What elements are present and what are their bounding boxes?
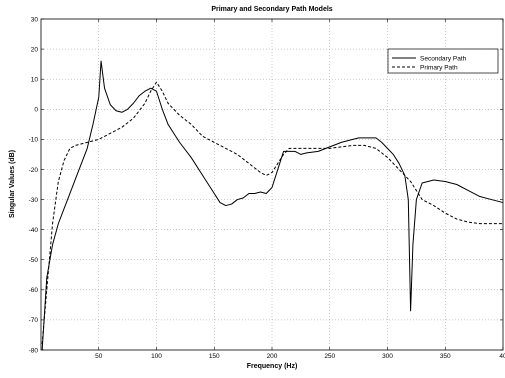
y-tick-label: -80 [29,347,39,354]
y-tick-label: -70 [29,317,39,324]
chart-title: Primary and Secondary Path Models [211,6,332,13]
y-tick-label: -40 [29,227,39,234]
x-tick-label: 200 [267,353,278,360]
x-tick-label: 350 [440,353,451,360]
axis-ticks: 50 100 150 200 250 300 350 40-80-70-60-50-40-30… [29,16,505,360]
y-tick-label: -20 [29,167,39,174]
y-tick-label: -30 [29,197,39,204]
y-tick-label: 0 [34,107,38,114]
legend: Secondary Path Primary Path [387,48,499,74]
y-tick-label: -10 [29,137,39,144]
x-tick-label: 40 [499,353,505,360]
grid [41,19,503,350]
y-tick-label: 10 [31,76,39,83]
y-tick-label: -50 [29,257,39,264]
x-tick-label: 250 [324,353,335,360]
x-tick-label: 50 [95,353,103,360]
y-tick-label: -60 [29,287,39,294]
series-line-primary-path [41,81,503,345]
legend-label-secondary-path: Secondary Path [420,56,467,63]
x-tick-label: 100 [151,353,162,360]
series-lines [41,60,504,351]
legend-box [387,48,499,74]
y-tick-label: 20 [31,46,39,53]
x-tick-label: 150 [209,353,220,360]
series-line-secondary-path [41,60,504,351]
x-axis-label: Frequency (Hz) [247,363,298,370]
x-tick-label: 300 [382,353,393,360]
legend-label-primary-path: Primary Path [420,65,458,72]
y-tick-label: 30 [31,16,39,23]
y-axis-label: Singular Values (dB) [9,150,16,218]
